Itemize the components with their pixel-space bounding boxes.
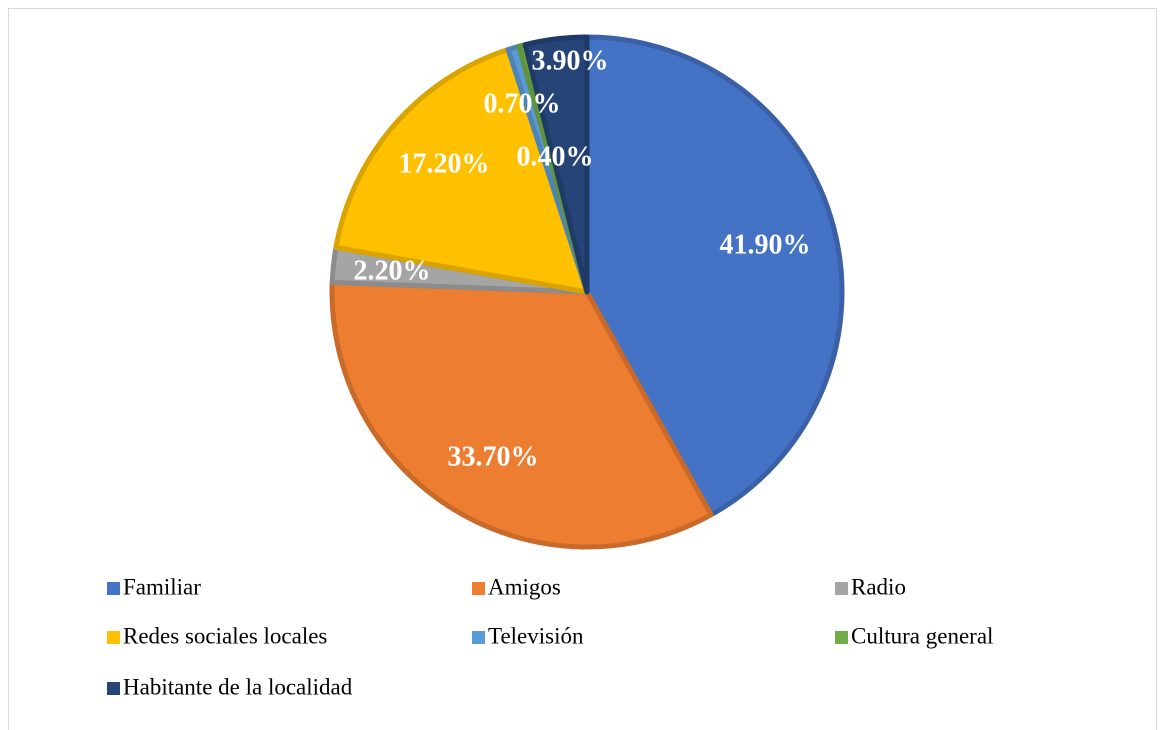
data-label: 17.20% [399,148,490,179]
pie-slice [329,279,714,550]
data-label: 33.70% [448,441,539,472]
pie-slice [333,46,590,295]
legend-label: Familiar [123,574,201,599]
legend-label: Redes sociales locales [123,623,327,648]
data-label: 3.90% [532,45,609,76]
pie-slice [584,34,845,518]
data-label: 0.70% [484,88,561,119]
legend-swatch [472,631,485,644]
pie-slice [522,34,590,295]
legend-label: Amigos [488,574,561,599]
legend-swatch [835,582,848,595]
data-label: 41.90% [720,229,811,260]
legend-label: Cultura general [851,623,993,648]
legend-label: Televisión [488,623,584,648]
legend-swatch [835,631,848,644]
legend-label: Radio [851,574,906,599]
legend-swatch [107,682,120,695]
legend-swatch [472,582,485,595]
data-label: 0.40% [517,141,594,172]
legend-swatch [107,631,120,644]
data-label: 2.20% [354,255,431,286]
legend-label: Habitante de la localidad [123,674,353,699]
legend-swatch [107,582,120,595]
